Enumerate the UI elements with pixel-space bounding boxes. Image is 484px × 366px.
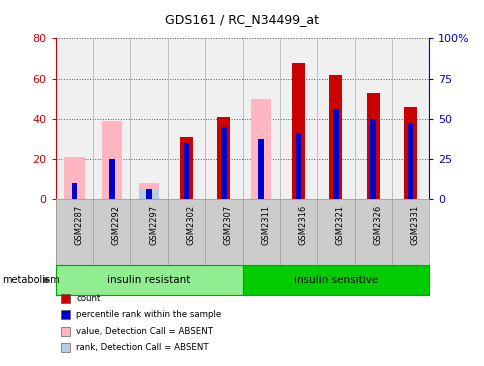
Text: rank, Detection Call = ABSENT: rank, Detection Call = ABSENT: [76, 343, 208, 352]
Bar: [146, 190, 151, 199]
Bar: [217, 117, 230, 199]
Text: GDS161 / RC_N34499_at: GDS161 / RC_N34499_at: [165, 13, 319, 26]
Text: GSM2287: GSM2287: [75, 205, 83, 245]
Bar: [180, 137, 193, 199]
Bar: [101, 121, 122, 199]
Text: GSM2292: GSM2292: [111, 205, 121, 245]
Bar: [295, 133, 301, 199]
Bar: [56, 265, 242, 295]
Bar: [183, 143, 189, 199]
Text: GSM2316: GSM2316: [298, 205, 307, 245]
Text: GSM2331: GSM2331: [409, 205, 419, 245]
Bar: [370, 119, 375, 199]
Bar: [64, 157, 85, 199]
Bar: [72, 183, 77, 199]
Bar: [333, 109, 338, 199]
Text: count: count: [76, 294, 100, 303]
Bar: [403, 107, 416, 199]
Bar: [250, 99, 271, 199]
Text: GSM2302: GSM2302: [186, 205, 195, 245]
Bar: [291, 63, 304, 199]
Text: GSM2311: GSM2311: [261, 205, 270, 245]
Text: percentile rank within the sample: percentile rank within the sample: [76, 310, 221, 319]
Text: GSM2326: GSM2326: [373, 205, 381, 245]
Text: GSM2321: GSM2321: [335, 205, 344, 245]
Bar: [138, 183, 159, 199]
Bar: [242, 265, 428, 295]
Text: GSM2297: GSM2297: [149, 205, 158, 245]
Text: insulin sensitive: insulin sensitive: [293, 275, 377, 285]
Bar: [329, 75, 342, 199]
Text: value, Detection Call = ABSENT: value, Detection Call = ABSENT: [76, 327, 212, 336]
Bar: [138, 190, 159, 199]
Bar: [366, 93, 379, 199]
Bar: [221, 127, 226, 199]
Bar: [109, 159, 114, 199]
Bar: [407, 123, 412, 199]
Bar: [258, 139, 263, 199]
Text: GSM2307: GSM2307: [223, 205, 232, 245]
Text: metabolism: metabolism: [2, 275, 60, 285]
Text: insulin resistant: insulin resistant: [107, 275, 190, 285]
